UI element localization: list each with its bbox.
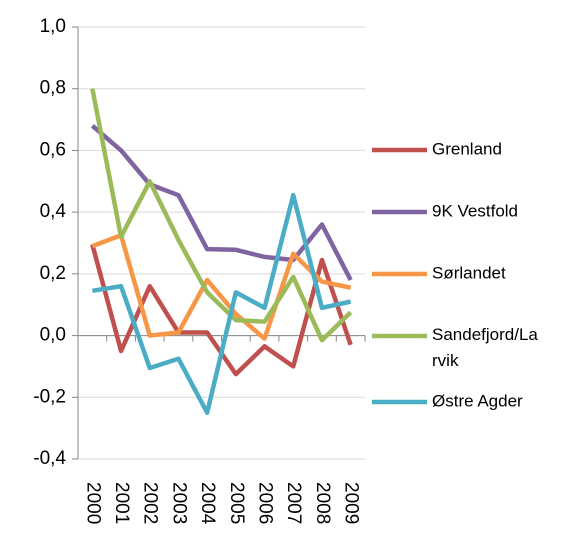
x-tick-label: 2009 [341,482,362,524]
x-tick-label: 2008 [312,482,333,524]
y-tick-label: -0,4 [33,448,66,469]
x-tick-label: 2006 [255,482,276,524]
x-tick-label: 2001 [111,482,132,524]
y-tick-label: 0,4 [40,201,67,222]
x-tick-label: 2002 [140,482,161,524]
x-tick-label: 2003 [168,482,189,524]
legend-label: 9K Vestfold [432,201,518,220]
series-line [90,88,353,343]
y-tick-label: 0,2 [40,263,66,284]
y-tick-label: 1,0 [40,16,66,37]
legend-label: Østre Agder [432,391,523,410]
y-tick-label: 0,8 [40,78,66,99]
series-line [91,192,352,415]
legend-label-line: rvik [432,351,459,370]
legend-label: Sandefjord/La rvik [432,325,538,370]
y-tick-label: -0,2 [33,386,66,407]
legend-label: Sørlandet [432,263,506,282]
x-tick-label: 2007 [283,482,304,524]
x-tick-label: 2004 [197,482,218,525]
x-tick-label: 2000 [82,482,103,524]
y-tick-label: 0,6 [40,139,66,160]
x-tick-label: 2005 [226,482,247,524]
series-line [91,233,352,341]
series-line [90,124,353,282]
legend-label: Grenland [432,139,502,158]
legend-label-line: Sandefjord/La [432,325,538,344]
y-tick-label: 0,0 [40,325,66,346]
